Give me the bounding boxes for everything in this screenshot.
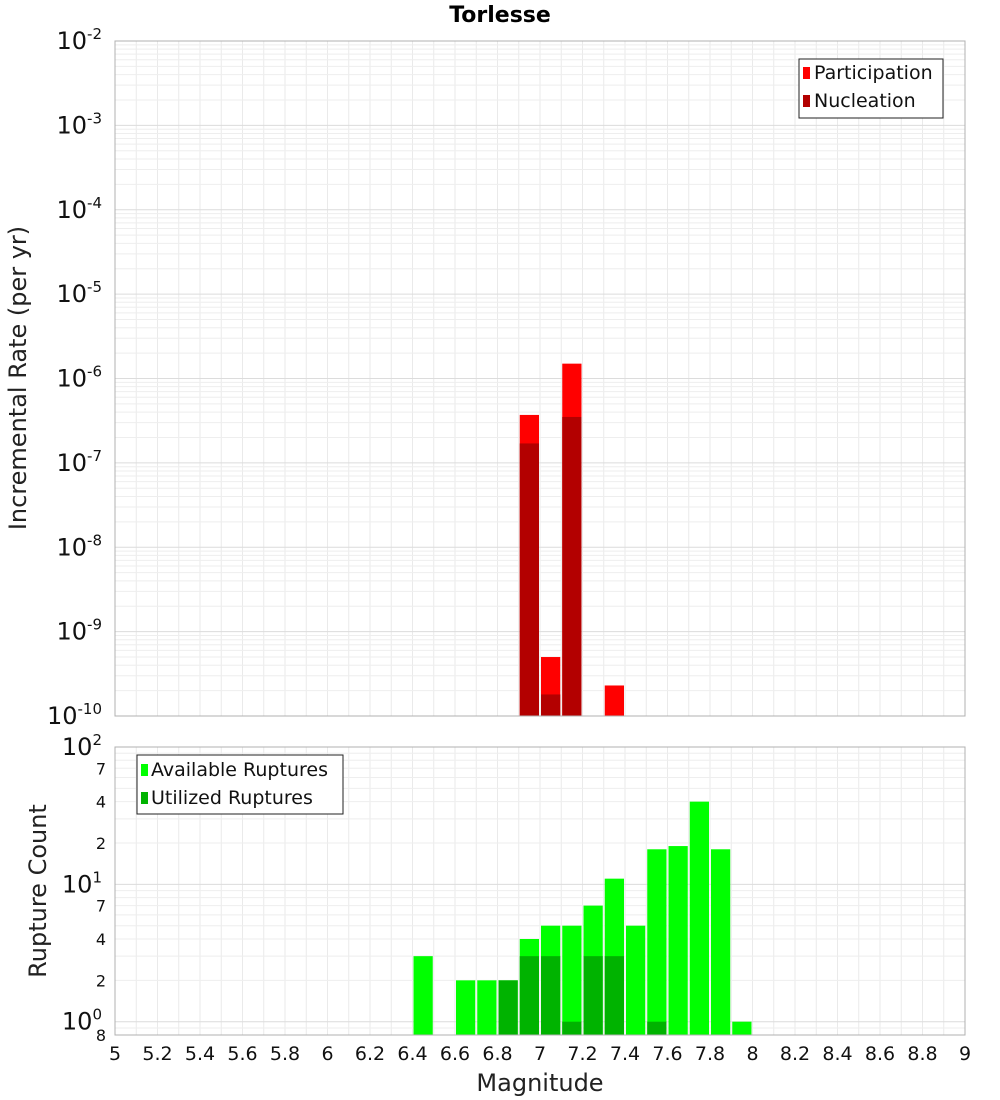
top-bars — [519, 363, 624, 716]
x-tick-label: 8.2 — [780, 1043, 810, 1065]
x-tick-label: 6.2 — [355, 1043, 385, 1065]
top-y-tick-label: 10-8 — [56, 531, 102, 561]
top-bar-nucleation — [519, 443, 539, 716]
bottom-y-tick-label-minor: 2 — [96, 971, 106, 990]
bottom-bar-available-ruptures — [626, 925, 646, 1035]
x-tick-label: 7.2 — [567, 1043, 597, 1065]
bottom-legend: Available Ruptures Utilized Ruptures — [136, 754, 344, 815]
x-tick-label: 7 — [534, 1043, 546, 1065]
bottom-y-tick-label-major: 102 — [62, 731, 102, 761]
top-bar-nucleation — [562, 416, 582, 716]
chart-title: Torlesse — [449, 3, 551, 28]
x-tick-label: 6 — [321, 1043, 333, 1065]
bottom-bar-available-ruptures — [732, 1021, 752, 1035]
bottom-bar-available-ruptures — [711, 849, 731, 1035]
bottom-bar-utilized-ruptures — [604, 956, 624, 1035]
x-tick-label: 6.6 — [440, 1043, 470, 1065]
bottom-bar-available-ruptures — [647, 849, 667, 1035]
bottom-y-axis-title: Rupture Count — [24, 804, 52, 978]
legend-swatch-utilized — [141, 792, 148, 804]
x-tick-label: 5 — [109, 1043, 121, 1065]
bottom-bar-utilized-ruptures — [583, 956, 603, 1035]
legend-label-nucleation: Nucleation — [814, 90, 916, 112]
top-bar-nucleation — [541, 694, 561, 716]
bottom-bar-utilized-ruptures — [541, 956, 561, 1035]
bottom-bar-utilized-ruptures — [647, 1021, 667, 1035]
bottom-bar-utilized-ruptures — [519, 956, 539, 1035]
top-grid — [114, 41, 965, 717]
x-tick-labels: 5 5.2 5.4 5.6 5.8 6 6.2 6.4 6.6 6.8 7 7.2 7.4 7.6 7.8 8… — [109, 1043, 971, 1065]
bottom-y-tick-label-minor: 7 — [96, 759, 106, 778]
top-y-tick-label: 10-3 — [56, 109, 102, 139]
bottom-y-tick-label-major: 100 — [62, 1006, 102, 1036]
bottom-bar-available-ruptures — [668, 846, 688, 1035]
participation-panel: 10-10 10-9 10-8 10-7 10-6 10-5 10-4 10-3 10-2 In… — [4, 25, 966, 730]
x-tick-label: 8.6 — [865, 1043, 895, 1065]
bottom-bar-available-ruptures — [456, 980, 476, 1035]
bottom-y-tick-label-minor: 8 — [96, 1026, 106, 1045]
x-tick-label: 7.6 — [652, 1043, 682, 1065]
bottom-bar-available-ruptures — [477, 980, 497, 1035]
top-y-tick-label: 10-9 — [56, 616, 102, 646]
bottom-bar-utilized-ruptures — [498, 980, 518, 1035]
x-tick-label: 6.8 — [482, 1043, 512, 1065]
top-y-tick-labels: 10-10 10-9 10-8 10-7 10-6 10-5 10-4 10-3 10-2 — [47, 25, 102, 730]
bottom-legend-box — [136, 754, 344, 815]
x-tick-label: 6.4 — [397, 1043, 427, 1065]
bottom-y-tick-label-minor: 4 — [96, 793, 106, 812]
bottom-bar-available-ruptures — [413, 956, 433, 1035]
x-tick-label: 5.8 — [270, 1043, 300, 1065]
x-tick-label: 8.4 — [822, 1043, 852, 1065]
bottom-y-tick-label-minor: 4 — [96, 930, 106, 949]
legend-label-participation: Participation — [814, 62, 933, 84]
top-y-tick-label: 10-2 — [56, 25, 102, 55]
bottom-bar-utilized-ruptures — [562, 1021, 582, 1035]
bottom-bar-available-ruptures — [562, 925, 582, 1035]
top-y-tick-label: 10-4 — [56, 194, 102, 224]
x-tick-label: 9 — [959, 1043, 971, 1065]
top-y-tick-label: 10-6 — [56, 363, 102, 393]
x-tick-label: 7.4 — [610, 1043, 640, 1065]
bottom-y-tick-label-major: 101 — [62, 868, 102, 898]
bottom-y-tick-label-minor: 2 — [96, 834, 106, 853]
bottom-y-tick-label-minor: 7 — [96, 897, 106, 916]
top-y-tick-label: 10-5 — [56, 278, 102, 308]
top-y-tick-label: 10-10 — [47, 700, 102, 730]
legend-label-utilized: Utilized Ruptures — [151, 787, 313, 809]
bottom-bars — [413, 801, 752, 1035]
top-y-axis-title: Incremental Rate (per yr) — [4, 226, 32, 530]
legend-swatch-available — [141, 764, 148, 776]
bottom-bar-available-ruptures — [689, 801, 709, 1035]
top-bar-participation — [604, 685, 624, 716]
x-tick-label: 8 — [746, 1043, 758, 1065]
x-tick-label: 5.6 — [227, 1043, 257, 1065]
top-legend: Participation Nucleation — [798, 58, 944, 119]
bottom-plot-border — [114, 746, 966, 1036]
top-legend-box — [798, 58, 944, 119]
top-plot-border — [114, 40, 966, 717]
legend-swatch-participation — [803, 67, 810, 79]
x-tick-label: 5.4 — [185, 1043, 215, 1065]
x-tick-label: 7.8 — [695, 1043, 725, 1065]
legend-label-available: Available Ruptures — [151, 759, 328, 781]
x-tick-label: 8.8 — [907, 1043, 937, 1065]
x-axis-title: Magnitude — [476, 1069, 603, 1097]
x-tick-label: 5.2 — [142, 1043, 172, 1065]
top-y-tick-label: 10-7 — [56, 447, 102, 477]
legend-swatch-nucleation — [803, 95, 810, 107]
